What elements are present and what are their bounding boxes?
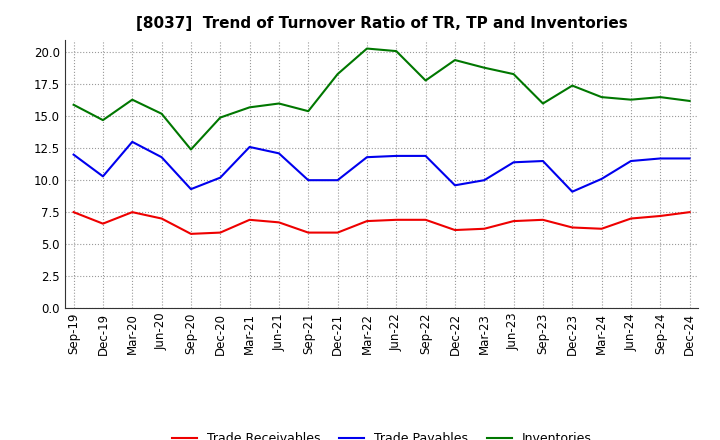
Trade Receivables [246,217,254,223]
Trade Receivables [99,221,107,226]
Inventories [246,105,254,110]
Trade Receivables [304,230,312,235]
Inventories [99,117,107,123]
Inventories [451,57,459,62]
Trade Payables [626,158,635,164]
Trade Payables [509,160,518,165]
Trade Receivables [568,225,577,230]
Trade Receivables [480,226,489,231]
Line: Trade Receivables: Trade Receivables [73,212,690,234]
Inventories [480,65,489,70]
Trade Receivables [157,216,166,221]
Trade Receivables [274,220,283,225]
Trade Receivables [216,230,225,235]
Trade Payables [157,154,166,160]
Trade Payables [246,144,254,150]
Trade Receivables [392,217,400,223]
Inventories [626,97,635,103]
Trade Receivables [539,217,547,223]
Trade Payables [656,156,665,161]
Legend: Trade Receivables, Trade Payables, Inventories: Trade Receivables, Trade Payables, Inven… [166,427,597,440]
Trade Payables [685,156,694,161]
Inventories [539,101,547,106]
Trade Receivables [685,209,694,215]
Trade Payables [539,158,547,164]
Trade Receivables [509,218,518,224]
Inventories [216,115,225,120]
Trade Payables [333,178,342,183]
Trade Receivables [598,226,606,231]
Inventories [69,102,78,107]
Inventories [568,83,577,88]
Trade Payables [216,175,225,180]
Trade Payables [128,139,137,144]
Trade Receivables [186,231,195,237]
Trade Payables [480,178,489,183]
Trade Receivables [363,218,372,224]
Trade Payables [421,153,430,158]
Inventories [274,101,283,106]
Inventories [186,147,195,152]
Trade Payables [392,153,400,158]
Title: [8037]  Trend of Turnover Ratio of TR, TP and Inventories: [8037] Trend of Turnover Ratio of TR, TP… [136,16,627,32]
Trade Payables [451,183,459,188]
Line: Trade Payables: Trade Payables [73,142,690,192]
Trade Payables [69,152,78,157]
Trade Receivables [128,209,137,215]
Trade Payables [363,154,372,160]
Trade Receivables [421,217,430,223]
Trade Payables [598,176,606,182]
Inventories [363,46,372,51]
Inventories [509,71,518,77]
Inventories [157,111,166,116]
Trade Payables [186,187,195,192]
Inventories [333,71,342,77]
Inventories [128,97,137,103]
Trade Payables [568,189,577,194]
Trade Receivables [451,227,459,233]
Trade Receivables [626,216,635,221]
Trade Receivables [333,230,342,235]
Inventories [421,78,430,83]
Trade Receivables [656,213,665,219]
Inventories [685,98,694,103]
Trade Receivables [69,209,78,215]
Inventories [598,95,606,100]
Inventories [656,95,665,100]
Line: Inventories: Inventories [73,48,690,150]
Trade Payables [274,151,283,156]
Inventories [304,109,312,114]
Trade Payables [304,178,312,183]
Inventories [392,48,400,54]
Trade Payables [99,174,107,179]
